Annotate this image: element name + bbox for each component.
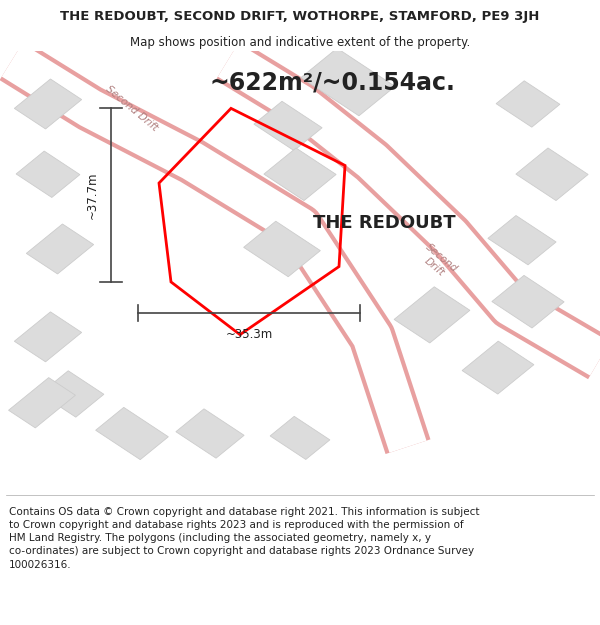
Polygon shape — [270, 416, 330, 459]
Polygon shape — [14, 312, 82, 362]
Polygon shape — [26, 224, 94, 274]
Polygon shape — [496, 81, 560, 127]
Polygon shape — [301, 48, 395, 116]
Polygon shape — [264, 148, 336, 201]
Polygon shape — [40, 371, 104, 417]
Polygon shape — [394, 287, 470, 343]
Polygon shape — [462, 341, 534, 394]
Polygon shape — [244, 221, 320, 277]
Polygon shape — [176, 409, 244, 458]
Text: Second Drift: Second Drift — [104, 84, 160, 133]
Polygon shape — [16, 151, 80, 198]
Polygon shape — [254, 101, 322, 151]
Text: Map shows position and indicative extent of the property.: Map shows position and indicative extent… — [130, 36, 470, 49]
Polygon shape — [492, 276, 564, 328]
Text: ~35.3m: ~35.3m — [226, 328, 272, 341]
Text: ~37.7m: ~37.7m — [86, 171, 99, 219]
Text: THE REDOUBT, SECOND DRIFT, WOTHORPE, STAMFORD, PE9 3JH: THE REDOUBT, SECOND DRIFT, WOTHORPE, STA… — [61, 10, 539, 23]
Polygon shape — [14, 79, 82, 129]
Polygon shape — [95, 408, 169, 459]
Polygon shape — [8, 378, 76, 428]
Text: ~622m²/~0.154ac.: ~622m²/~0.154ac. — [210, 70, 456, 94]
Text: THE REDOUBT: THE REDOUBT — [313, 214, 455, 232]
Polygon shape — [516, 148, 588, 201]
Text: Contains OS data © Crown copyright and database right 2021. This information is : Contains OS data © Crown copyright and d… — [9, 507, 479, 569]
Polygon shape — [488, 216, 556, 265]
Text: Second
Drift: Second Drift — [416, 241, 460, 282]
